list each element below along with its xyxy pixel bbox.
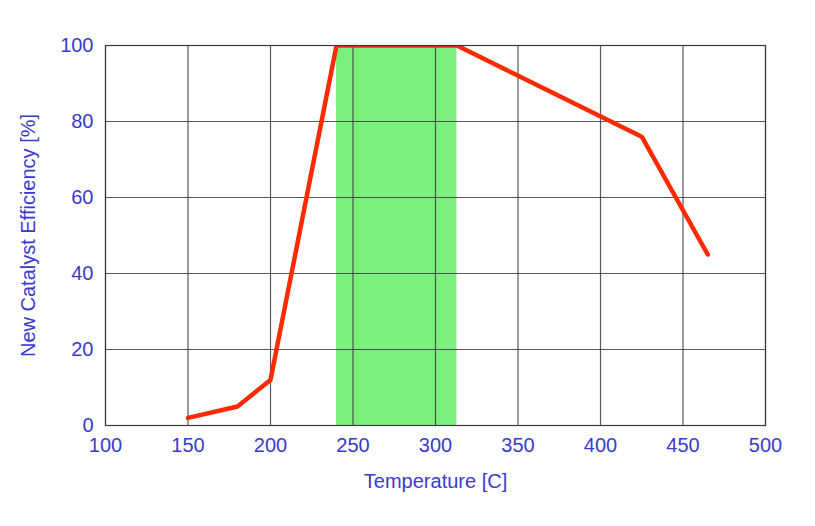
- svg-text:40: 40: [71, 262, 93, 284]
- svg-text:150: 150: [171, 434, 204, 456]
- svg-text:New Catalyst Efficiency [%]: New Catalyst Efficiency [%]: [17, 114, 39, 357]
- svg-text:20: 20: [71, 338, 93, 360]
- svg-text:80: 80: [71, 110, 93, 132]
- svg-text:350: 350: [501, 434, 534, 456]
- svg-text:100: 100: [60, 34, 93, 56]
- svg-text:0: 0: [82, 414, 93, 436]
- svg-text:Temperature [C]: Temperature [C]: [364, 470, 507, 492]
- svg-text:500: 500: [749, 434, 782, 456]
- svg-text:250: 250: [336, 434, 369, 456]
- svg-text:200: 200: [254, 434, 287, 456]
- svg-text:400: 400: [584, 434, 617, 456]
- svg-text:60: 60: [71, 186, 93, 208]
- svg-text:100: 100: [89, 434, 122, 456]
- svg-text:300: 300: [419, 434, 452, 456]
- svg-text:450: 450: [666, 434, 699, 456]
